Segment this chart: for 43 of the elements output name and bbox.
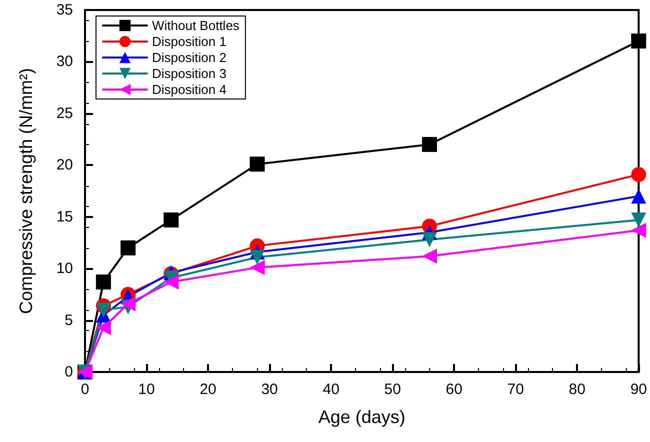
- point: [120, 240, 136, 256]
- point: [631, 212, 646, 228]
- x-tick-label: 60: [446, 381, 462, 398]
- legend-label: Without Bottles: [152, 18, 240, 33]
- point: [250, 260, 265, 276]
- x-tick-label: 10: [138, 381, 155, 398]
- y-tick-label: 0: [64, 364, 73, 380]
- x-tick-label: 40: [322, 381, 340, 398]
- y-tick-label: 15: [56, 208, 73, 226]
- x-axis-title: Age (days): [318, 407, 406, 427]
- legend-label: Disposition 3: [152, 66, 226, 81]
- y-axis-title: Compressive strength (N/mm²): [16, 68, 36, 314]
- y-tick-label: 5: [64, 312, 73, 329]
- point: [96, 320, 111, 336]
- point: [631, 166, 646, 182]
- x-tick-label: 30: [261, 381, 278, 398]
- y-tick-label: 20: [56, 156, 73, 174]
- legend-label: Disposition 4: [152, 82, 226, 97]
- x-tick-label: 0: [80, 381, 90, 398]
- point: [422, 136, 437, 152]
- x-tick-label: 20: [200, 381, 216, 398]
- x-tick-label: 90: [630, 381, 647, 398]
- legend-label: Disposition 1: [152, 34, 226, 49]
- y-tick-label: 25: [56, 104, 73, 122]
- point: [631, 222, 646, 238]
- point: [96, 274, 111, 290]
- x-tick-label: 70: [507, 381, 524, 398]
- x-tick-label: 50: [384, 381, 401, 398]
- x-tick-label: 80: [568, 381, 586, 398]
- y-tick-label: 35: [56, 2, 73, 18]
- point: [120, 296, 136, 312]
- point: [164, 212, 179, 228]
- point: [631, 188, 646, 204]
- point: [422, 232, 437, 248]
- point: [250, 250, 265, 265]
- point: [96, 302, 111, 318]
- point: [631, 34, 646, 49]
- legend-label: Disposition 2: [152, 50, 226, 65]
- point: [250, 156, 265, 172]
- y-tick-label: 10: [56, 260, 73, 278]
- point: [422, 248, 437, 264]
- y-tick-label: 30: [56, 53, 73, 70]
- point: [164, 274, 179, 290]
